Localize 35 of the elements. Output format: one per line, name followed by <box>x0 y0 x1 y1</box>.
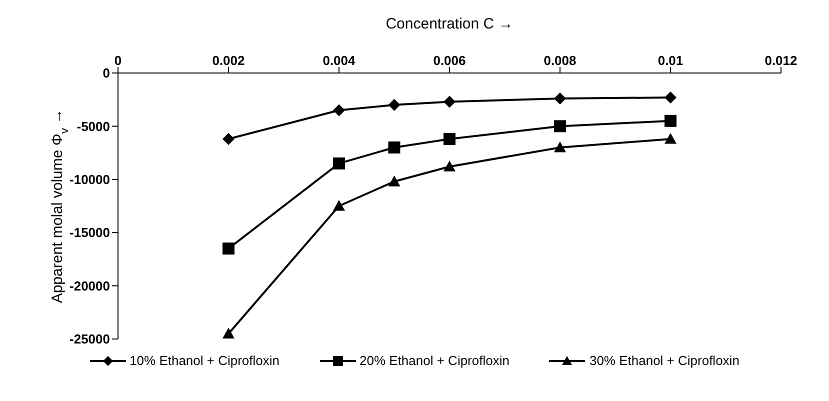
point <box>664 114 676 127</box>
point <box>554 92 566 105</box>
point <box>664 91 676 104</box>
point <box>333 157 345 170</box>
point <box>333 200 345 211</box>
point <box>222 242 234 255</box>
point <box>388 176 400 186</box>
y-tick-label: -15000 <box>70 225 110 240</box>
point <box>554 141 566 152</box>
legend-label: 20% Ethanol + Ciprofloxin <box>358 353 510 368</box>
legend-label: 30% Ethanol + Ciprofloxin <box>588 353 740 368</box>
point <box>554 120 566 132</box>
point <box>444 96 456 108</box>
point <box>222 132 234 145</box>
y-tick-label: -5000 <box>76 118 110 134</box>
point <box>333 104 345 116</box>
x-tick-label: 0 <box>114 53 122 68</box>
point <box>222 328 234 338</box>
x-tick-label: 0.002 <box>212 53 245 68</box>
point <box>444 160 456 172</box>
point <box>388 141 400 154</box>
y-tick-label: -20000 <box>70 278 110 294</box>
point <box>388 98 400 111</box>
x-tick-label: 0.006 <box>433 53 466 68</box>
y-tick-label: -25000 <box>70 332 110 347</box>
x-tick-label: 0.01 <box>658 53 684 68</box>
x-tick-label: 0.004 <box>322 53 356 68</box>
y-tick-label: -10000 <box>70 172 110 188</box>
x-axis-title: Concentration C → <box>386 16 514 33</box>
point <box>664 132 676 144</box>
x-tick-label: 0.008 <box>544 53 576 68</box>
y-tick-label: 0 <box>102 66 110 81</box>
point <box>444 132 456 145</box>
legend-label: 10% Ethanol + Ciprofloxin <box>128 353 280 368</box>
x-tick-label: 0.012 <box>764 53 798 68</box>
